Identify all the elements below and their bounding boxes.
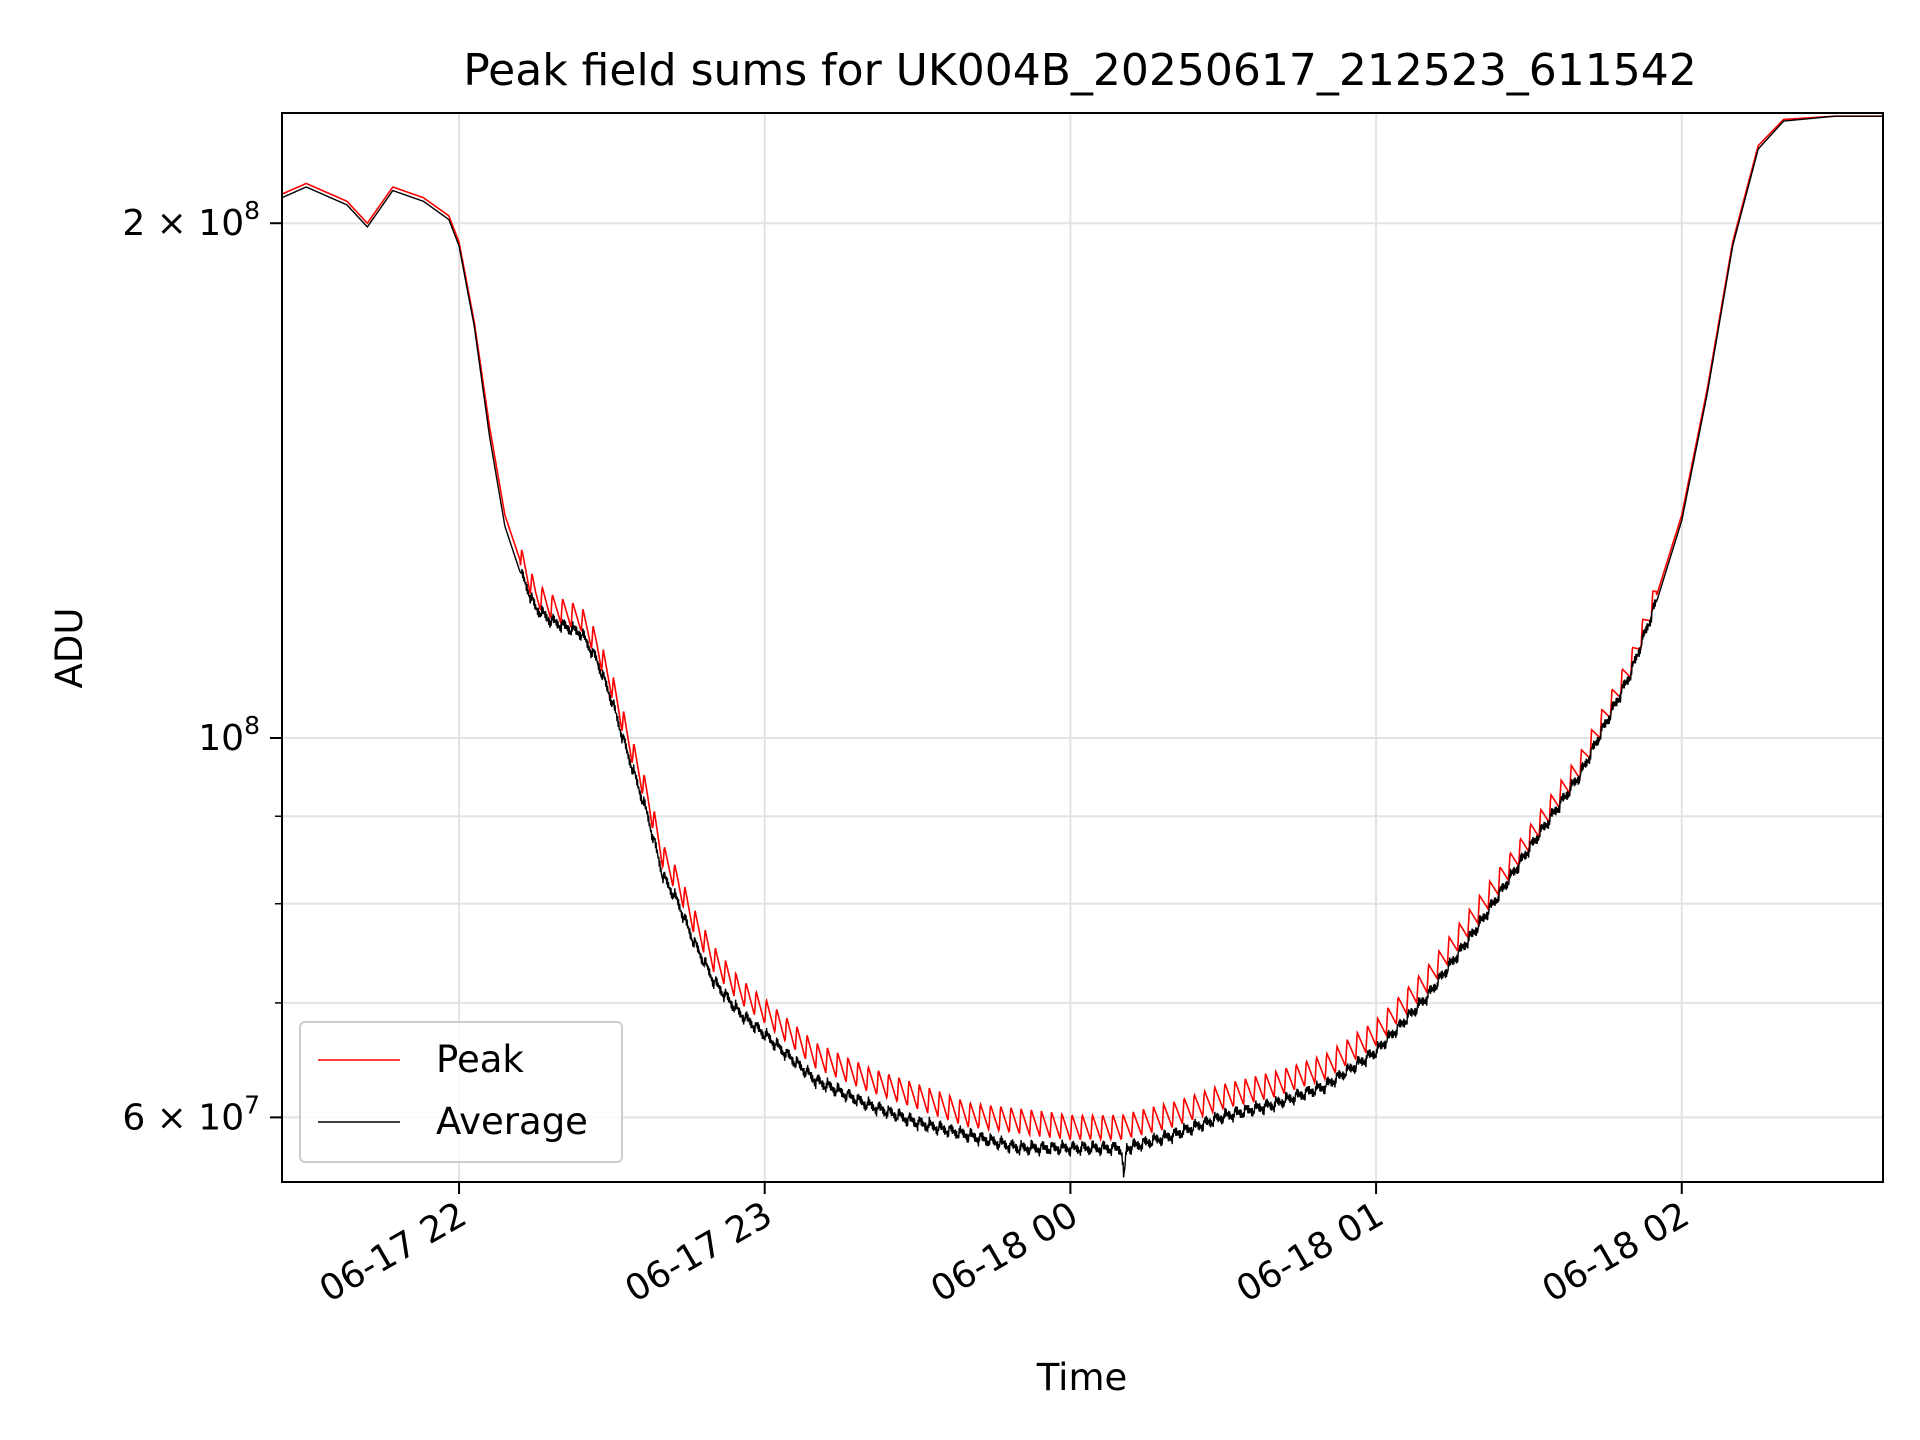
grid bbox=[282, 113, 1883, 1182]
series-line-peak bbox=[282, 115, 1883, 1143]
legend-label-peak: Peak bbox=[436, 1038, 524, 1081]
series-layer bbox=[282, 115, 1883, 1178]
chart-title: Peak field sums for UK004B_20250617_2125… bbox=[463, 45, 1697, 96]
legend-box bbox=[299, 1021, 623, 1163]
y-axis-label: ADU bbox=[48, 608, 91, 689]
series-line-average bbox=[282, 115, 1883, 1178]
plot-frame bbox=[281, 112, 1884, 1183]
y-tick-label: 108 bbox=[198, 711, 260, 759]
legend: Peak Average bbox=[299, 1021, 623, 1163]
x-axis-label: Time bbox=[1036, 1356, 1128, 1399]
y-tick-label: 2 × 108 bbox=[122, 196, 260, 244]
y-tick-label: 6 × 107 bbox=[122, 1090, 260, 1138]
legend-label-average: Average bbox=[436, 1100, 588, 1143]
